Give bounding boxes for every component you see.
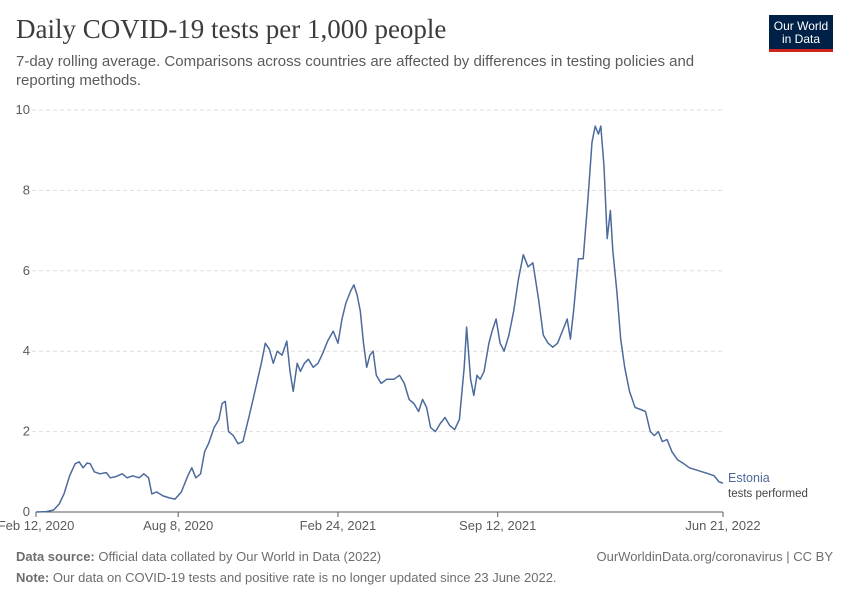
logo-line-2: in Data: [781, 32, 821, 46]
y-tick-label: 10: [16, 102, 30, 117]
x-tick-label: Aug 8, 2020: [143, 518, 213, 533]
x-tick-label: Sep 12, 2021: [459, 518, 536, 533]
y-tick-label: 4: [23, 343, 30, 358]
series-line-estonia: [35, 125, 724, 513]
chart-title: Daily COVID-19 tests per 1,000 people: [16, 14, 447, 44]
y-tick-label: 8: [23, 182, 30, 197]
series-label: Estonia: [728, 471, 770, 485]
data-source-label: Data source:: [16, 549, 95, 564]
note-label: Note:: [16, 570, 50, 585]
x-tick-label: Feb 12, 2020: [0, 518, 74, 533]
series-layer: [35, 125, 724, 513]
source-link[interactable]: OurWorldinData.org/coronavirus | CC BY: [596, 549, 833, 564]
y-tick-label: 6: [23, 263, 30, 278]
owid-logo[interactable]: Our World in Data: [769, 15, 833, 52]
grid-layer: [32, 109, 723, 433]
label-layer: Estonia tests performed: [728, 471, 808, 500]
axis-layer: 0 2 4 6 8 10 Feb 12, 2020 Aug 8, 2020 Feb 24, 20…: [0, 102, 761, 533]
data-source: Data source: Official data collated by O…: [16, 549, 381, 564]
note: Note: Our data on COVID-19 tests and pos…: [16, 570, 557, 585]
data-source-text: Official data collated by Our World in D…: [94, 549, 382, 564]
note-text: Our data on COVID-19 tests and positive …: [49, 570, 557, 585]
y-tick-label: 2: [23, 424, 30, 439]
y-tick-label: 0: [23, 504, 30, 519]
logo-line-1: Our World: [773, 19, 829, 33]
x-tick-label: Jun 21, 2022: [685, 518, 760, 533]
series-sublabel: tests performed: [728, 488, 808, 500]
x-tick-label: Feb 24, 2021: [300, 518, 377, 533]
chart-subtitle: 7-day rolling average. Comparisons acros…: [16, 53, 695, 89]
